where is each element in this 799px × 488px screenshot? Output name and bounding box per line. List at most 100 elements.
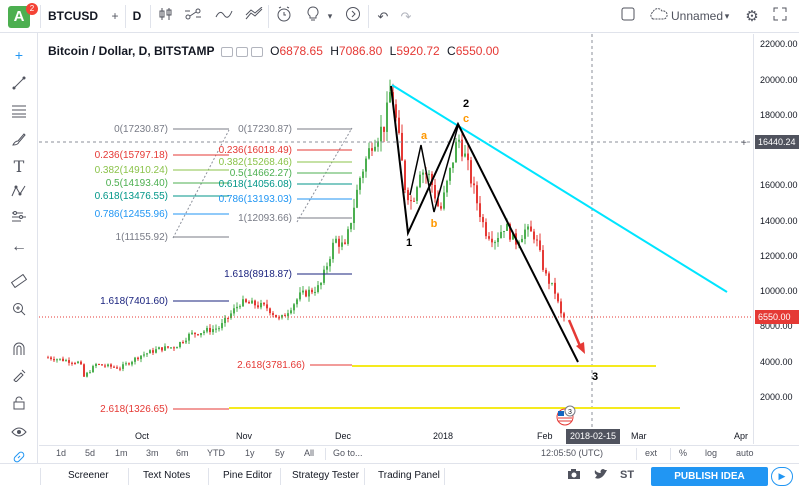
settings-gear-icon[interactable]: ⚙ — [745, 8, 759, 25]
lock-icon[interactable] — [8, 395, 30, 415]
compare-icon[interactable] — [181, 6, 205, 27]
time-axis[interactable]: Oct Nov Dec 2018 Feb Mar Apr 2018-02-15 — [39, 429, 753, 445]
undo-icon[interactable]: ↶ — [377, 9, 389, 24]
tab-text-notes[interactable]: Text Notes — [143, 470, 191, 481]
eye-icon[interactable] — [8, 423, 30, 443]
fib-right-label-2: 0.382(15268.46) — [219, 157, 292, 168]
tab-strategy-tester[interactable]: Strategy Tester — [292, 470, 360, 481]
fib-right-label-4: 0.618(14056.08) — [219, 179, 292, 190]
candle-body — [293, 304, 295, 311]
candle-body — [50, 357, 52, 360]
range-all[interactable]: All — [304, 448, 315, 458]
notification-badge[interactable]: 2 — [26, 3, 38, 15]
alert-clock-icon[interactable] — [272, 6, 296, 27]
price-tick: 18000.00 — [760, 110, 798, 120]
range-6m[interactable]: 6m — [176, 448, 189, 458]
range-1y[interactable]: 1y — [245, 448, 255, 458]
stay-in-drawing-icon[interactable] — [8, 367, 30, 387]
candle-body — [203, 331, 205, 334]
log-scale-toggle[interactable]: log — [705, 448, 718, 458]
tab-screener[interactable]: Screener — [68, 470, 109, 481]
layout-name[interactable]: Unnamed — [671, 9, 724, 23]
replay-icon[interactable] — [341, 6, 365, 27]
top-toolbar: A 2 BTCUSD + D ▾ ↶ ↷ Unnamed ▾ ⚙ — [0, 0, 799, 33]
auto-scale-toggle[interactable]: auto — [736, 448, 754, 458]
stocktwits-icon[interactable]: ST — [620, 469, 635, 481]
text-tool-icon[interactable]: T — [13, 157, 25, 176]
trendline-icon[interactable] — [8, 75, 30, 95]
candle-body — [422, 172, 424, 175]
zoom-in-icon[interactable] — [8, 301, 30, 321]
tab-trading-panel[interactable]: Trading Panel — [378, 470, 440, 481]
eye-toggle-icon[interactable] — [220, 46, 233, 57]
tab-pine-editor[interactable]: Pine Editor — [223, 470, 272, 481]
candle-body — [116, 367, 118, 369]
range-1d[interactable]: 1d — [56, 448, 67, 458]
range-3m[interactable]: 3m — [146, 448, 159, 458]
indicators-icon[interactable] — [212, 6, 236, 27]
candle-body — [404, 160, 406, 190]
extended-hours-toggle[interactable]: ext — [645, 448, 658, 458]
range-ytd[interactable]: YTD — [207, 448, 225, 458]
prediction-icon[interactable] — [8, 209, 30, 229]
compare-add-icon[interactable]: + — [111, 9, 119, 23]
candles-icon[interactable] — [154, 6, 178, 27]
go-to-date[interactable]: Go to... — [333, 448, 363, 458]
candle-body — [500, 231, 502, 239]
separator — [670, 448, 671, 460]
brush-icon[interactable] — [8, 131, 30, 151]
price-tick: 22000.00 — [760, 39, 798, 49]
publish-idea-button[interactable]: PUBLISH IDEA — [651, 467, 768, 486]
symbol-title[interactable]: Bitcoin / Dollar, D, BITSTAMP — [48, 44, 215, 58]
separator — [208, 468, 209, 485]
utc-clock[interactable]: 12:05:50 (UTC) — [541, 448, 604, 458]
redo-icon[interactable]: ↷ — [400, 9, 412, 24]
app-logo[interactable]: A — [8, 6, 30, 28]
separator — [368, 5, 369, 28]
candle-body — [350, 223, 352, 230]
select-box-icon[interactable] — [617, 6, 639, 27]
candle-body — [344, 242, 346, 244]
replay-play-icon[interactable]: ▶ — [771, 467, 793, 486]
wave-label-b: b — [431, 218, 438, 230]
candle-body — [194, 332, 196, 335]
range-5d[interactable]: 5d — [85, 448, 96, 458]
candle-body — [356, 189, 358, 208]
candle-body — [320, 282, 322, 286]
back-arrow-icon[interactable]: ← — [11, 238, 27, 255]
price-tick: 6000.00 — [760, 338, 793, 348]
wave-label-a: a — [421, 130, 428, 142]
interval-button[interactable]: D — [132, 9, 142, 23]
range-1m[interactable]: 1m — [115, 448, 128, 458]
layout-dropdown-icon[interactable]: ▾ — [724, 11, 730, 21]
crosshair-add-icon[interactable]: + — [741, 138, 747, 149]
price-axis[interactable]: 22000.00 20000.00 18000.00 16000.00 1400… — [753, 34, 799, 444]
crosshair-icon[interactable]: + — [14, 47, 24, 63]
link-icon[interactable] — [8, 449, 30, 469]
fib-retracement-icon[interactable] — [8, 103, 30, 123]
candle-body — [134, 357, 136, 362]
candle-body — [53, 359, 55, 361]
pattern-icon[interactable] — [8, 183, 30, 203]
price-chart[interactable]: 0(17230.87) 0.236(15797.18) 0.382(14910.… — [39, 34, 753, 444]
candle-body — [476, 185, 478, 204]
financials-icon[interactable] — [242, 6, 266, 27]
ruler-icon[interactable] — [8, 273, 30, 293]
magnet-icon[interactable] — [8, 341, 30, 361]
candle-body — [308, 289, 310, 297]
ideas-bulb-icon[interactable] — [301, 6, 325, 27]
cloud-icon[interactable] — [647, 6, 669, 27]
candle-body — [419, 174, 421, 188]
percent-scale-toggle[interactable]: % — [679, 448, 688, 458]
camera-icon[interactable] — [567, 468, 581, 483]
fullscreen-icon[interactable] — [770, 6, 790, 27]
more-icon[interactable] — [250, 46, 263, 57]
symbol-search-input[interactable]: BTCUSD — [48, 9, 98, 23]
candle-body — [77, 361, 79, 364]
settings-icon[interactable] — [235, 46, 248, 57]
range-5y[interactable]: 5y — [275, 448, 285, 458]
candle-body — [176, 347, 178, 349]
tweet-icon[interactable] — [594, 468, 608, 483]
candle-body — [557, 293, 559, 302]
dropdown-arrow-icon[interactable]: ▾ — [327, 11, 333, 21]
